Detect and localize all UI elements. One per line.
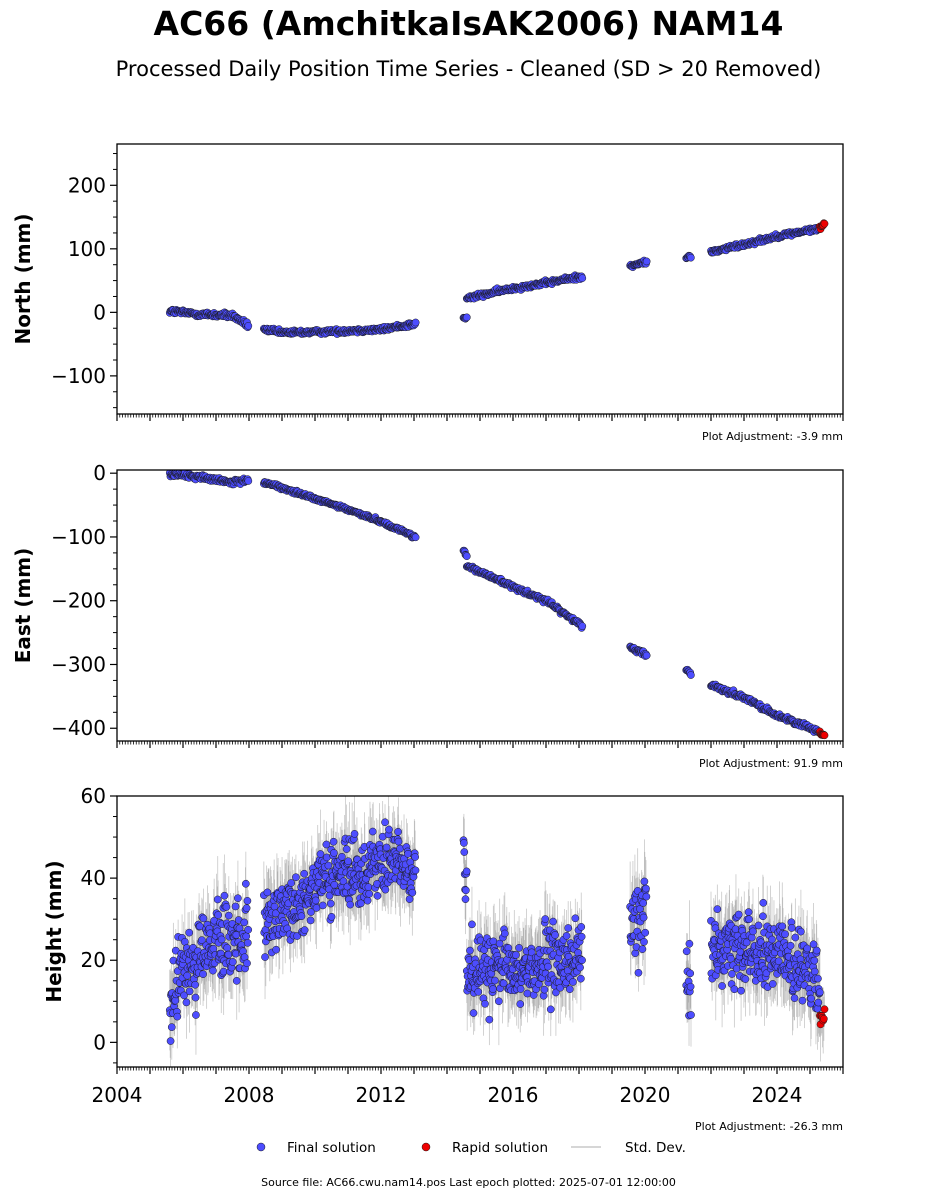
final-solution-point [231, 902, 240, 911]
y-tick-label: 0 [93, 461, 106, 485]
final-solution-point [411, 318, 420, 327]
final-solution-point [243, 897, 252, 905]
final-solution-point [224, 911, 233, 920]
rapid-solution-point [820, 219, 829, 228]
final-solution-point [180, 991, 188, 1000]
final-solution-point [263, 888, 272, 897]
final-solution-point [213, 895, 222, 904]
plot-adjustment-label: Plot Adjustment: -3.9 mm [702, 430, 843, 443]
final-solution-point [462, 313, 471, 322]
final-solution-point [243, 939, 252, 947]
panel-1: −100 0 100 200 North (mm) Plot Adjustment: -3… [11, 143, 844, 443]
data-points [165, 818, 829, 1045]
final-solution-point [232, 977, 241, 985]
y-tick-label: −100 [51, 364, 106, 388]
plot-frame [116, 469, 844, 742]
final-solution-point [166, 1037, 175, 1045]
final-solution-point [214, 911, 222, 919]
final-solution-point [244, 477, 253, 485]
final-solution-point [192, 1011, 200, 1019]
y-axis-label: North (mm) [11, 213, 35, 344]
x-axis [116, 414, 844, 421]
final-solution-point [687, 253, 695, 262]
final-solution-point [261, 953, 269, 961]
final-solution-point [234, 894, 242, 903]
final-solution-point [191, 980, 199, 989]
y-axis: −400 −300 −200 −100 0 [51, 461, 117, 740]
y-tick-label: 200 [68, 173, 106, 197]
final-solution-point [578, 274, 587, 283]
final-solution-point [232, 931, 241, 939]
plot-frame [116, 143, 844, 415]
final-solution-point [224, 950, 233, 959]
y-axis: −100 0 100 200 [51, 153, 117, 409]
final-solution-point [240, 918, 249, 927]
plot-area [165, 796, 829, 1067]
final-solution-point [411, 533, 420, 542]
chart-title: AC66 (AmchitkaIsAK2006) NAM14 [153, 4, 784, 43]
plot-area [165, 219, 829, 338]
final-solution-point [191, 993, 200, 1002]
final-solution-point [167, 1023, 176, 1032]
final-solution-point [183, 971, 192, 980]
y-tick-label: −100 [51, 525, 106, 549]
final-solution-point [228, 958, 237, 966]
final-solution-point [173, 1012, 182, 1021]
final-solution-point [185, 987, 194, 996]
final-solution-point [217, 935, 226, 944]
data-points [165, 470, 829, 740]
final-solution-point [244, 322, 253, 330]
final-solution-point [220, 891, 229, 900]
plot-area [165, 470, 829, 740]
final-solution-point [199, 914, 208, 923]
final-solution-point [222, 903, 231, 911]
final-solution-point [642, 651, 651, 660]
final-solution-point [182, 998, 191, 1007]
final-solution-point [244, 925, 253, 934]
final-solution-point [642, 257, 651, 266]
y-axis-label: East (mm) [11, 548, 35, 664]
rapid-solution-point [820, 731, 829, 740]
y-tick-label: −400 [51, 716, 106, 740]
final-solution-point [578, 622, 587, 631]
y-tick-label: −300 [51, 652, 106, 676]
plot-adjustment-label: Plot Adjustment: 91.9 mm [699, 757, 843, 770]
final-solution-point [462, 552, 471, 561]
final-solution-point [196, 922, 204, 931]
y-tick-label: 100 [68, 237, 106, 261]
final-solution-point [223, 944, 232, 952]
std-dev-bars [169, 222, 825, 335]
final-solution-point [198, 936, 206, 945]
final-solution-point [242, 932, 251, 941]
final-solution-point [243, 959, 251, 968]
final-solution-point [687, 671, 695, 679]
final-solution-point [209, 966, 217, 975]
panel-2: −400 −300 −200 −100 0 East (mm) Plot Adjustmen… [11, 461, 844, 770]
final-solution-point [199, 970, 207, 978]
y-tick-label: −200 [51, 589, 106, 613]
chart-subtitle: Processed Daily Position Time Series - C… [115, 57, 822, 81]
final-solution-point [185, 928, 194, 937]
x-axis [116, 741, 844, 748]
final-solution-point [242, 904, 251, 912]
y-tick-label: 0 [93, 300, 106, 324]
data-points [165, 219, 829, 338]
final-solution-point [241, 879, 250, 888]
